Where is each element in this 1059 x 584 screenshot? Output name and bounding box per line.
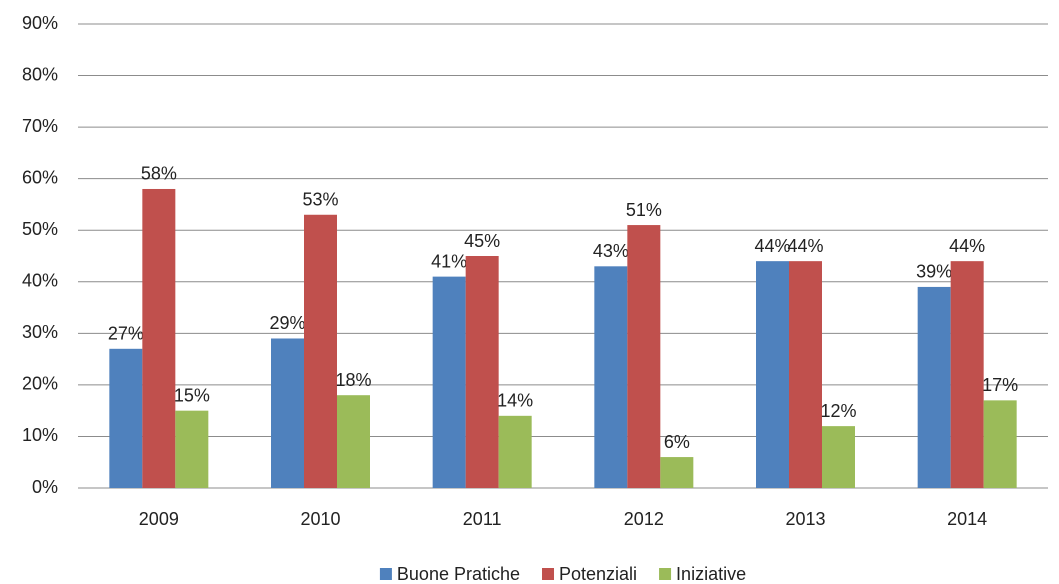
x-tick-label: 2014	[947, 509, 987, 529]
bar	[498, 415, 532, 488]
data-label: 6%	[664, 432, 690, 452]
data-label: 51%	[626, 200, 662, 220]
data-label: 58%	[141, 164, 177, 184]
data-label: 44%	[949, 236, 985, 256]
bar	[465, 256, 499, 488]
bar	[109, 348, 143, 488]
legend-swatch	[379, 568, 392, 580]
data-label: 17%	[982, 375, 1018, 395]
data-label: 14%	[497, 391, 533, 411]
bar	[660, 457, 694, 488]
legend: Buone Pratiche Potenziali Iniziative	[379, 564, 746, 584]
bar	[432, 276, 466, 488]
y-tick-label: 60%	[22, 167, 58, 187]
data-label: 53%	[302, 190, 338, 210]
data-label: 41%	[431, 251, 467, 271]
bar	[304, 214, 337, 488]
y-tick-label: 0%	[32, 477, 58, 497]
legend-label: Iniziative	[676, 564, 746, 584]
bar	[822, 426, 855, 488]
data-label: 39%	[916, 262, 952, 282]
x-tick-label: 2012	[624, 509, 664, 529]
data-label: 43%	[593, 241, 629, 261]
y-tick-label: 10%	[22, 425, 58, 445]
x-tick-label: 2013	[785, 509, 825, 529]
bar	[789, 261, 822, 488]
y-tick-label: 40%	[22, 271, 58, 291]
legend-label: Potenziali	[559, 564, 637, 584]
legend-label: Buone Pratiche	[397, 564, 520, 584]
bar	[142, 188, 176, 488]
bar	[983, 400, 1017, 488]
bar	[271, 338, 304, 488]
bar	[917, 286, 951, 488]
bar	[950, 261, 984, 488]
data-label: 12%	[820, 401, 856, 421]
data-label: 15%	[174, 385, 210, 405]
bar	[594, 266, 628, 488]
bar	[337, 395, 370, 488]
data-label: 44%	[787, 236, 823, 256]
x-tick-label: 2011	[463, 509, 502, 529]
x-tick-label: 2010	[300, 509, 340, 529]
legend-swatch	[542, 568, 555, 580]
legend-swatch	[659, 568, 672, 580]
bar	[627, 225, 661, 489]
y-tick-label: 50%	[22, 219, 58, 239]
y-tick-label: 70%	[22, 116, 58, 136]
data-label: 27%	[108, 324, 144, 344]
y-tick-label: 20%	[22, 374, 58, 394]
data-label: 44%	[754, 236, 790, 256]
bar	[756, 261, 789, 488]
y-tick-label: 90%	[22, 13, 58, 33]
x-tick-label: 2009	[139, 509, 179, 529]
y-tick-label: 30%	[22, 322, 58, 342]
data-label: 29%	[269, 313, 305, 333]
y-tick-label: 80%	[22, 64, 58, 84]
data-label: 45%	[464, 231, 500, 251]
data-label: 18%	[335, 370, 371, 390]
bar	[175, 410, 209, 488]
